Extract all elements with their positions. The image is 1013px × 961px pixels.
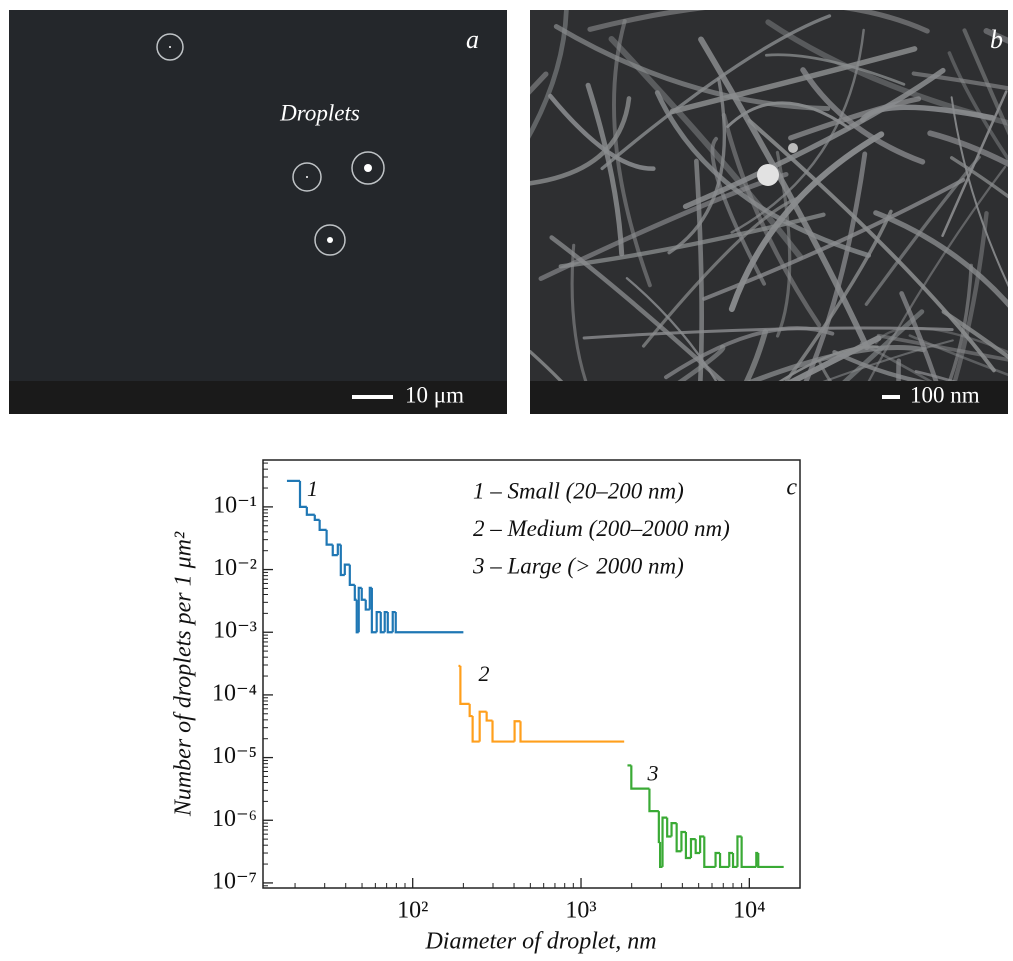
x-tick-label: 10⁴ <box>733 898 765 924</box>
y-axis-label: Number of droplets per 1 μm² <box>171 531 197 817</box>
step <box>742 837 757 867</box>
step <box>307 507 315 515</box>
step <box>300 481 307 507</box>
step <box>362 588 366 600</box>
legend-entry: 1 – Small (20–200 nm) <box>473 478 684 503</box>
panel-label: b <box>990 25 1003 54</box>
droplet <box>757 164 779 186</box>
figure: a Droplets 10 μm b 100 nm c Diameter of … <box>0 0 1013 961</box>
y-tick-label: 10⁻⁷ <box>212 868 257 894</box>
series-label: 1 <box>307 476 318 501</box>
step <box>355 585 357 600</box>
legend-entry: 3 – Large (> 2000 nm) <box>472 553 684 578</box>
scale-bar-label: 10 μm <box>405 382 464 407</box>
x-axis-label: Diameter of droplet, nm <box>424 929 656 955</box>
y-tick-label: 10⁻⁶ <box>212 806 257 832</box>
step <box>460 666 469 704</box>
legend-entry: 2 – Medium (200–2000 nm) <box>473 516 730 541</box>
panel-label: a <box>466 25 479 54</box>
step <box>315 515 320 520</box>
step <box>487 712 493 721</box>
y-tick-label: 10⁻³ <box>213 618 257 644</box>
y-tick-label: 10⁻⁵ <box>212 743 257 769</box>
step <box>396 612 464 632</box>
step <box>659 811 660 842</box>
droplet <box>788 143 798 153</box>
y-tick-label: 10⁻¹ <box>213 492 257 518</box>
x-tick-label: 10³ <box>565 898 596 924</box>
step <box>704 837 715 867</box>
step <box>758 853 783 867</box>
panel-label: c <box>786 475 797 501</box>
step <box>649 789 658 812</box>
step <box>350 565 355 585</box>
y-tick-label: 10⁻² <box>213 555 257 581</box>
step <box>327 530 333 545</box>
step <box>320 520 327 530</box>
x-tick-label: 10² <box>397 898 428 924</box>
series-label: 2 <box>478 661 489 686</box>
scale-bar-label: 100 nm <box>910 382 980 407</box>
annotation: Droplets <box>279 100 360 125</box>
series-label: 3 <box>646 760 658 785</box>
y-tick-label: 10⁻⁴ <box>212 680 257 706</box>
step <box>521 721 625 741</box>
step <box>493 721 515 742</box>
step <box>720 853 729 867</box>
micrograph-a <box>9 10 507 414</box>
step <box>470 704 473 716</box>
